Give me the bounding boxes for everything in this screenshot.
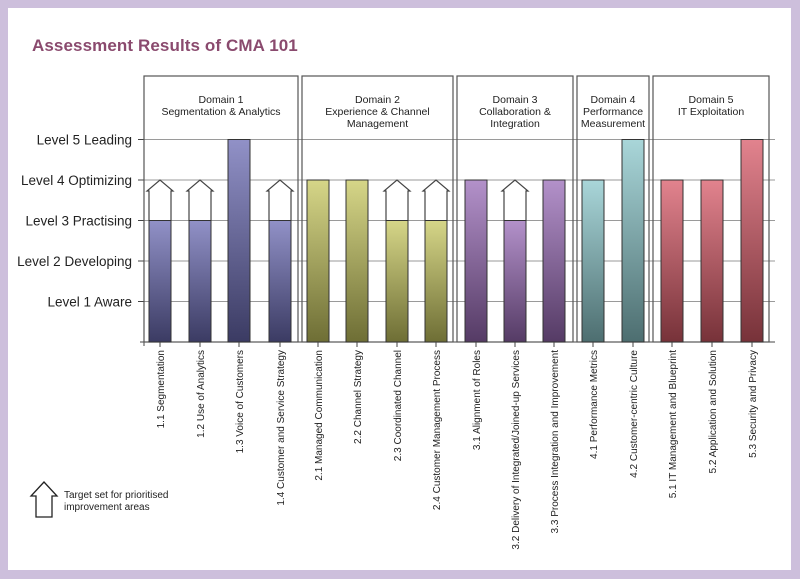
target-arrow — [265, 179, 295, 221]
bar — [148, 220, 172, 343]
y-tick-label: Level 1 Aware — [47, 295, 132, 310]
y-tick-label: Level 3 Practising — [25, 214, 132, 229]
x-tick-label: 4.1 Performance Metrics — [589, 350, 600, 459]
target-arrow — [382, 179, 412, 221]
y-tick-label: Level 5 Leading — [37, 133, 132, 148]
x-tick-label: 1.4 Customer and Service Strategy — [276, 350, 287, 506]
domain-header-label: Domain 5 — [689, 94, 734, 106]
domain-header-label: Performance — [583, 106, 643, 118]
domain-header-label: Integration — [490, 118, 540, 130]
bar — [227, 139, 251, 343]
bar — [700, 179, 724, 343]
target-arrow — [145, 179, 175, 221]
x-tick-label: 3.3 Process Integration and Improvement — [550, 350, 561, 534]
target-arrow — [421, 179, 451, 221]
bar — [345, 179, 369, 343]
domain-header-label: Domain 1 — [199, 94, 244, 106]
bar — [268, 220, 292, 343]
bar — [306, 179, 330, 343]
bar — [424, 220, 448, 343]
domain-panel — [301, 75, 454, 343]
x-tick-label: 3.1 Alignment of Roles — [472, 350, 483, 450]
x-tick-label: 2.4 Customer Management Process — [432, 350, 443, 510]
x-tick-label: 2.2 Channel Strategy — [353, 350, 364, 444]
domain-header-label: IT Exploitation — [678, 106, 745, 118]
x-tick-label: 1.1 Segmentation — [156, 350, 167, 428]
y-tick-label: Level 2 Developing — [17, 254, 132, 269]
domain-header-label: Domain 2 — [355, 94, 400, 106]
domain-header-label: Domain 4 — [591, 94, 636, 106]
domain-header-label: Measurement — [581, 118, 645, 130]
target-arrow — [500, 179, 530, 221]
bar — [621, 139, 645, 343]
domain-header-label: Segmentation & Analytics — [161, 106, 280, 118]
bar — [464, 179, 488, 343]
bar — [740, 139, 764, 343]
domain-panel — [143, 75, 299, 343]
x-tick-label: 5.1 IT Management and Blueprint — [668, 350, 679, 498]
target-arrow-legend-icon — [29, 481, 59, 518]
bar — [660, 179, 684, 343]
domain-header-label: Collaboration & — [479, 106, 551, 118]
legend-label: Target set for prioritised improvement a… — [64, 490, 169, 513]
bar — [188, 220, 212, 343]
x-tick-label: 4.2 Customer-centric Culture — [629, 350, 640, 478]
chart-title: Assessment Results of CMA 101 — [32, 36, 298, 55]
x-tick-label: 5.2 Application and Solution — [708, 350, 719, 473]
x-tick-label: 2.1 Managed Communication — [314, 350, 325, 481]
y-tick-label: Level 4 Optimizing — [21, 173, 132, 188]
target-arrow — [185, 179, 215, 221]
x-tick-label: 5.3 Security and Privacy — [748, 350, 759, 458]
bar — [542, 179, 566, 343]
domain-header-label: Experience & Channel — [325, 106, 429, 118]
domain-header-label: Domain 3 — [493, 94, 538, 106]
domain-panel — [576, 75, 650, 343]
bar — [385, 220, 409, 343]
domain-header-label: Management — [347, 118, 408, 130]
bar — [581, 179, 605, 343]
bar — [503, 220, 527, 343]
x-tick-label: 3.2 Delivery of Integrated/Joined-up Ser… — [511, 350, 522, 550]
x-tick-label: 1.3 Voice of Customers — [235, 350, 246, 453]
x-tick-label: 1.2 Use of Analytics — [196, 350, 207, 438]
x-tick-label: 2.3 Coordinated Channel — [393, 350, 404, 461]
